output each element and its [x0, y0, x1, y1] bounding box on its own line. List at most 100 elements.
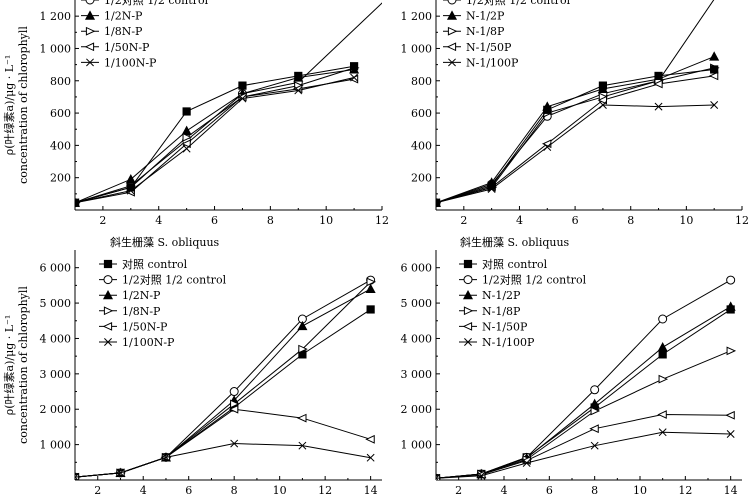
data-point	[230, 439, 239, 448]
chart-panel-4: 2 4 6 8 10 12 14 1 000 2 000 3 000 4 000 5 000 6 000…	[401, 235, 742, 497]
y-tick-label: 600	[411, 107, 432, 120]
legend-label: 对照 control	[482, 257, 548, 271]
data-point	[436, 474, 440, 480]
x-tick-label: 4	[516, 214, 523, 227]
legend-label: 对照 control	[122, 257, 188, 271]
x-tick-label: 4	[140, 484, 147, 497]
series-line-5	[75, 408, 371, 478]
legend-label: 1/100N-P	[122, 336, 175, 349]
x-tick-label: 10	[273, 484, 287, 497]
data-point	[116, 468, 125, 477]
series-line-3	[436, 67, 715, 204]
x-tick-label: 12	[318, 484, 332, 497]
y-tick-label: 6 000	[40, 262, 72, 275]
data-point	[294, 71, 303, 81]
data-point	[522, 459, 531, 467]
data-point	[365, 283, 376, 294]
data-point	[658, 374, 669, 384]
legend-item: 对照 control	[459, 257, 548, 271]
data-point	[182, 107, 191, 116]
data-point	[598, 101, 607, 109]
series-line-6	[75, 65, 355, 204]
x-tick-label: 2	[460, 214, 467, 227]
series-line-1	[75, 309, 371, 478]
data-point	[589, 398, 600, 409]
data-point	[543, 143, 552, 151]
data-point	[590, 441, 599, 450]
series-line-3	[436, 306, 731, 479]
data-point	[126, 183, 135, 192]
data-point	[658, 428, 667, 437]
data-point	[181, 125, 192, 135]
y-tick-label: 4 000	[401, 332, 433, 345]
x-tick-label: 12	[678, 484, 692, 497]
y-tick-label: 800	[50, 75, 71, 88]
data-point	[75, 198, 80, 207]
legend-item: 1/8N-P	[81, 25, 143, 38]
legend-label: 1/2对照 1/2 control	[122, 273, 227, 287]
legend-label: 1/50N-P	[122, 320, 168, 333]
x-tick-label: 14	[724, 484, 738, 497]
y-tick-label: 1 200	[401, 10, 433, 23]
legend-item: N-1/8P	[443, 25, 505, 38]
data-point	[710, 65, 719, 74]
y-tick-label: 1 000	[401, 439, 433, 452]
x-tick-label: 8	[627, 214, 634, 227]
legend-label: 1/100N-P	[104, 56, 157, 69]
data-point	[182, 132, 193, 142]
legend-label: N-1/100P	[482, 336, 535, 349]
data-point	[366, 305, 375, 314]
data-point	[487, 181, 496, 190]
data-point	[298, 344, 308, 354]
data-point	[349, 62, 359, 71]
legend-marker	[448, 58, 456, 67]
data-point	[598, 81, 608, 90]
data-point	[230, 399, 240, 409]
y-tick-label: 4 000	[40, 332, 72, 345]
legend-item: 1/2对照 1/2 control	[81, 0, 209, 7]
data-point	[350, 73, 359, 82]
series-line-2	[436, 56, 715, 204]
series-group	[436, 275, 737, 480]
x-tick-label: 4	[155, 214, 162, 227]
y-tick-label: 600	[50, 107, 71, 120]
x-tick-label: 6	[572, 214, 579, 227]
x-tick-label: 10	[633, 484, 647, 497]
y-tick-label: 3 000	[40, 368, 72, 381]
x-tick-label: 12	[735, 214, 749, 227]
data-point	[653, 79, 663, 89]
legend-label: N-1/50P	[466, 41, 512, 54]
legend-marker	[462, 322, 473, 331]
data-point	[238, 94, 247, 103]
y-tick-label: 5 000	[401, 297, 433, 310]
x-tick-label: 10	[679, 214, 693, 227]
y-axis-label-en: concentration of chlorophyll	[17, 286, 30, 444]
data-point	[162, 453, 170, 462]
legend-item: 1/50N-P	[81, 41, 150, 54]
x-tick-label: 12	[375, 214, 389, 227]
chart-panel-3: 2 4 6 8 10 12 14 1 000 2 000 3 000 4 000 5 000 6 000…	[2, 235, 382, 497]
y-tick-label: 2 000	[401, 403, 433, 416]
series-line-4	[75, 281, 371, 478]
x-tick-label: 6	[211, 214, 218, 227]
legend-label: 1/2对照 1/2 control	[104, 0, 209, 7]
legend-label: N-1/100P	[466, 56, 519, 69]
legend-marker	[463, 259, 473, 269]
data-point	[658, 314, 668, 324]
data-point	[75, 473, 79, 480]
legend-item: 1/100N-P	[81, 56, 157, 69]
legend-item: N-1/100P	[459, 336, 535, 349]
legend-item: 1/2N-P	[81, 10, 143, 23]
legend-item: N-1/2P	[459, 289, 521, 302]
data-point	[725, 410, 735, 420]
x-tick-label: 8	[231, 484, 238, 497]
data-point	[228, 404, 239, 414]
x-tick-label: 2	[94, 484, 101, 497]
series-line-4	[436, 350, 731, 479]
data-point	[710, 101, 719, 109]
y-tick-label: 1 000	[401, 42, 433, 55]
chart-panel-1: 2 4 6 8 10 12 200 400 600 800 1 000 1 200 ρ(叶绿素a)/μg…	[2, 0, 389, 227]
series-line-5	[436, 104, 715, 204]
legend-marker	[103, 306, 114, 316]
legend-label: 1/2对照 1/2 control	[482, 273, 587, 287]
